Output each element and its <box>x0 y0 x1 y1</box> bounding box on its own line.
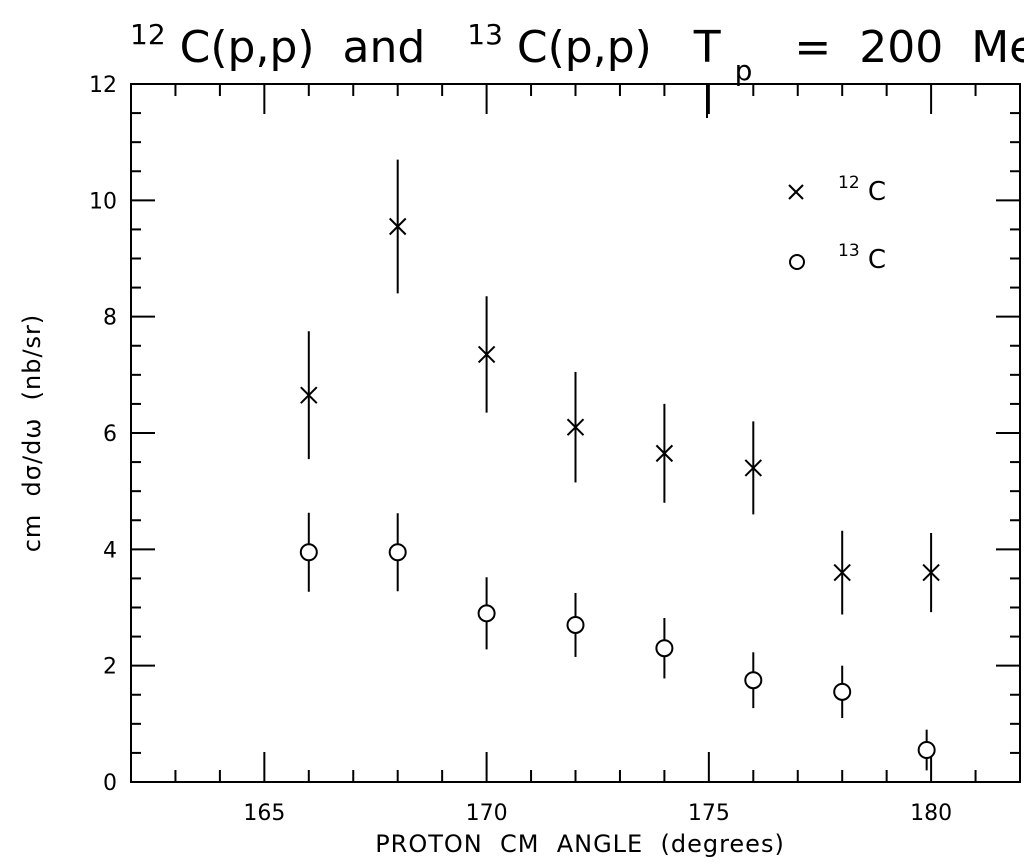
y-axis-label: cm dσ/dω (nb/sr) <box>18 314 46 553</box>
legend-name-13c: C <box>868 245 886 275</box>
data-point-cross <box>388 217 407 236</box>
data-point-circle <box>917 741 936 760</box>
data-point-circle <box>566 615 585 634</box>
title-part-3: = 200 MeV <box>766 22 1024 73</box>
title-sup-13: 13 <box>467 18 503 51</box>
chart-title: 12 C(p,p) and 13 C(p,p) T p = 200 MeV <box>130 4 1024 91</box>
x-tick-label: 180 <box>910 801 952 826</box>
data-point-cross-stroke <box>388 217 407 236</box>
legend: 12 C 13 C <box>788 165 886 275</box>
title-part-1: C(p,p) and <box>180 22 454 73</box>
y-tick-label: 10 <box>89 189 117 214</box>
data-point-circle <box>477 604 496 623</box>
axis-tick-labels: 165 170 175 180 0 2 4 6 8 10 12 <box>89 73 952 826</box>
title-part-2: C(p,p) T <box>517 22 721 73</box>
data-point-cross <box>833 563 851 582</box>
data-point-cross <box>477 345 496 364</box>
legend-marker-12c <box>788 184 804 200</box>
data-point-cross-stroke <box>300 386 318 404</box>
data-point-cross <box>922 563 940 582</box>
data-point-circle <box>655 639 674 658</box>
data-point-cross-stroke <box>922 563 940 582</box>
data-point-circle <box>388 543 407 562</box>
y-tick-label: 6 <box>103 422 117 447</box>
legend-name-12c: C <box>868 177 886 207</box>
title-sup-12: 12 <box>130 18 166 51</box>
legend-marker-13c <box>789 254 805 270</box>
legend-label-12c: 12 C <box>838 165 886 207</box>
series-12C <box>300 159 940 615</box>
x-axis-label: PROTON CM ANGLE (degrees) <box>375 830 785 858</box>
legend-cross-icon <box>788 184 804 200</box>
data-point-cross <box>566 418 585 436</box>
data-point-cross <box>300 386 318 404</box>
legend-circle-icon <box>789 254 805 270</box>
y-tick-label: 2 <box>103 655 117 680</box>
legend-sup-12: 12 <box>838 173 860 193</box>
y-tick-label: 0 <box>103 771 117 796</box>
data-point-cross <box>744 459 763 477</box>
data-point-cross-stroke <box>744 459 763 477</box>
x-tick-label: 165 <box>243 801 285 826</box>
title-sub-p: p <box>735 54 753 87</box>
x-tick-label: 170 <box>466 801 508 826</box>
y-tick-label: 12 <box>89 73 117 98</box>
data-point-cross-stroke <box>833 563 851 582</box>
y-tick-label: 8 <box>103 306 117 331</box>
data-point-circle <box>833 682 852 701</box>
legend-sup-13: 13 <box>838 241 860 261</box>
series-marks <box>299 159 940 771</box>
data-point-circle <box>299 543 318 562</box>
legend-label-13c: 13 C <box>838 233 886 275</box>
legend-cross-icon-stroke <box>788 184 804 200</box>
data-point-cross-stroke <box>477 345 496 364</box>
series-13C <box>299 512 936 771</box>
data-point-cross-stroke <box>655 444 674 463</box>
data-point-cross <box>655 444 674 463</box>
x-tick-label: 175 <box>688 801 730 826</box>
data-point-cross-stroke <box>566 418 585 436</box>
y-tick-label: 4 <box>103 538 117 563</box>
data-point-circle <box>744 671 763 690</box>
axis-ticks <box>130 83 1021 783</box>
